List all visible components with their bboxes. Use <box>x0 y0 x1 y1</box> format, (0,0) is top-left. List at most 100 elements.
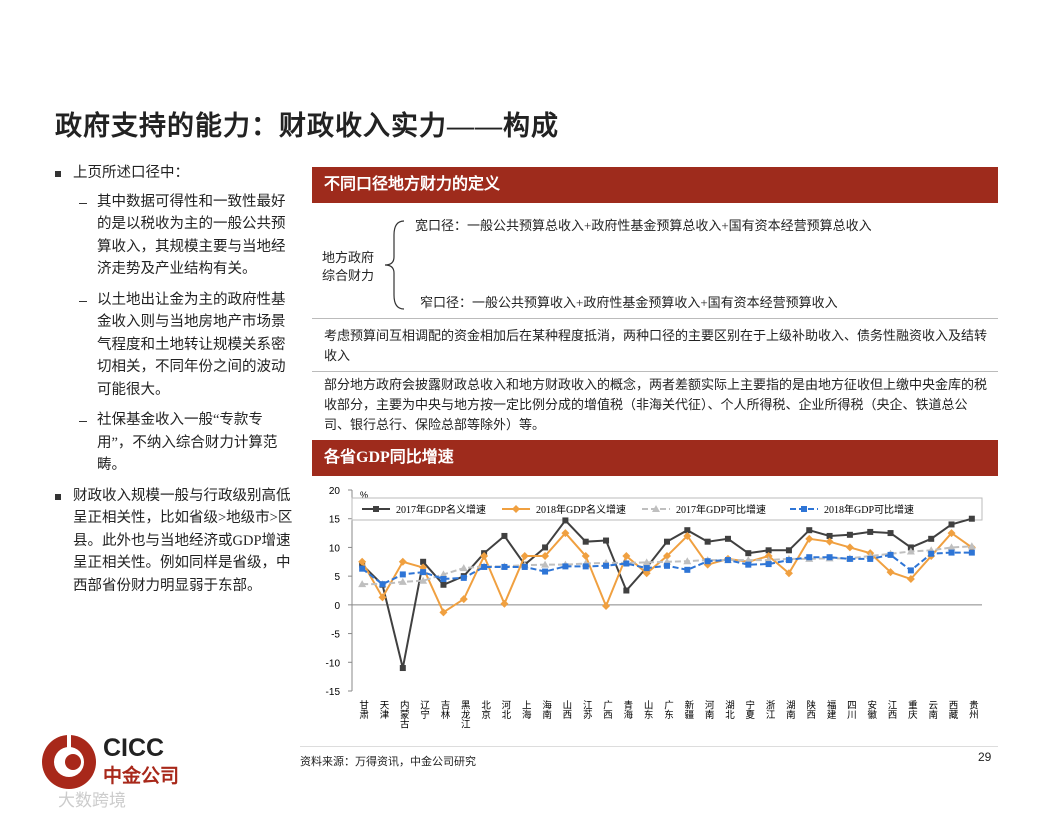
legend-marker <box>373 506 379 512</box>
y-tick-label: -10 <box>326 658 341 669</box>
x-tick-label: 浙江 <box>764 699 776 720</box>
point <box>764 552 773 561</box>
x-tick-label: 北京 <box>479 700 491 720</box>
divider <box>312 371 998 372</box>
point <box>886 568 895 577</box>
point <box>459 564 468 572</box>
point <box>359 565 366 572</box>
x-tick-label: 江苏 <box>581 700 593 720</box>
x-tick-label: 福建 <box>825 699 837 720</box>
bullet: 财政收入规模一般与行政级别高低呈正相关性，比如省级>地级市>区县。此外也与当地经… <box>55 485 295 598</box>
point <box>399 571 406 578</box>
point <box>582 563 589 570</box>
def-wide: 宽口径：一般公共预算总收入+政府性基金预算总收入+国有资本经营预算总收入 <box>415 218 872 233</box>
y-tick-label: 0 <box>334 601 340 612</box>
x-tick-label: 吉林 <box>438 700 450 720</box>
point <box>887 530 894 537</box>
bracket <box>384 220 405 310</box>
point <box>399 665 406 672</box>
point <box>501 532 508 539</box>
x-tick-label: 安徽 <box>865 699 877 720</box>
x-tick-label: 青海 <box>621 699 633 720</box>
point <box>439 608 448 617</box>
x-tick-label: 陕西 <box>804 699 816 720</box>
point <box>581 552 590 561</box>
point <box>378 593 387 602</box>
x-tick-label: 海南 <box>540 699 552 719</box>
x-tick-label: 河南 <box>703 699 715 719</box>
x-tick-label: 四川 <box>845 700 857 719</box>
x-tick-label: 山西 <box>560 700 572 720</box>
point <box>785 557 792 564</box>
y-tick-label: 15 <box>329 515 341 526</box>
x-tick-label: 辽宁 <box>418 699 430 719</box>
point <box>724 535 731 542</box>
x-tick-label: 广东 <box>662 699 674 719</box>
point <box>907 544 914 551</box>
point <box>724 557 731 564</box>
point <box>562 563 569 570</box>
point <box>968 515 975 522</box>
sub-bullet: 社保基金收入一般“专款专用”，不纳入综合财力计算范畴。 <box>79 409 295 477</box>
point <box>358 580 367 588</box>
point <box>683 557 692 565</box>
def-label: 地方政府 <box>322 250 375 265</box>
point <box>765 561 772 568</box>
point <box>887 551 894 558</box>
divider <box>300 746 998 747</box>
y-tick-label: 20 <box>329 486 341 497</box>
point <box>805 534 814 543</box>
x-tick-label: 天津 <box>377 700 389 720</box>
point <box>867 555 874 562</box>
point <box>704 538 711 545</box>
point <box>561 529 570 538</box>
x-tick-label: 黑龙江 <box>459 700 471 729</box>
point <box>947 529 956 538</box>
legend-marker <box>512 505 520 513</box>
point <box>521 563 528 570</box>
point <box>704 558 711 565</box>
point <box>642 569 651 578</box>
point <box>500 599 509 608</box>
point <box>806 527 813 534</box>
point <box>419 576 428 584</box>
point <box>622 552 631 561</box>
x-tick-label: 甘肃 <box>357 699 369 720</box>
point <box>846 531 853 538</box>
sub-bullet: 其中数据可得性和一致性最好的是以税收为主的一般公共预算收入，其规模主要与当地经济… <box>79 191 295 281</box>
point <box>420 569 427 576</box>
point <box>968 549 975 556</box>
x-tick-label: 广西 <box>601 699 613 720</box>
def-label: 综合财力 <box>322 268 375 283</box>
y-tick-label: 5 <box>334 572 340 583</box>
point <box>379 581 386 588</box>
point <box>826 532 833 539</box>
point <box>623 560 630 567</box>
legend-label: 2018年GDP可比增速 <box>824 503 914 516</box>
point <box>603 537 610 544</box>
point <box>541 560 550 568</box>
source: 资料来源：万得资讯，中金公司研究 <box>300 756 476 768</box>
point <box>745 561 752 568</box>
legend-marker <box>652 505 660 512</box>
point <box>867 528 874 535</box>
logo-mark <box>42 733 96 789</box>
point <box>440 576 447 583</box>
logo-zh: 中金公司 <box>103 766 180 787</box>
unit-label: % <box>360 490 368 500</box>
point <box>906 575 915 584</box>
note: 考虑预算间互相调配的资金相加后在某种程度抵消，两种口径的主要区别在于上级补助收入… <box>324 328 988 363</box>
slide-title: 政府支持的能力：财政收入实力——构成 <box>55 111 559 141</box>
point <box>928 535 935 542</box>
sub-bullet: 以土地出让金为主的政府性基金收入则与当地房地产市场景气程度和土地转让规模关系密切… <box>79 289 295 402</box>
x-tick-label: 云南 <box>926 700 938 719</box>
point <box>948 521 955 528</box>
legend-box <box>351 497 983 521</box>
point <box>520 552 529 561</box>
chart: -15-10-505101520 %甘肃 天津 内蒙古 辽宁 吉林 黑龙江 北京 河北 上海 海南山… <box>326 486 983 729</box>
point <box>744 556 753 564</box>
legend-label: 2017年GDP可比增速 <box>676 503 766 516</box>
point <box>582 538 589 545</box>
panel-header: 不同口径地方财力的定义 <box>312 167 998 203</box>
